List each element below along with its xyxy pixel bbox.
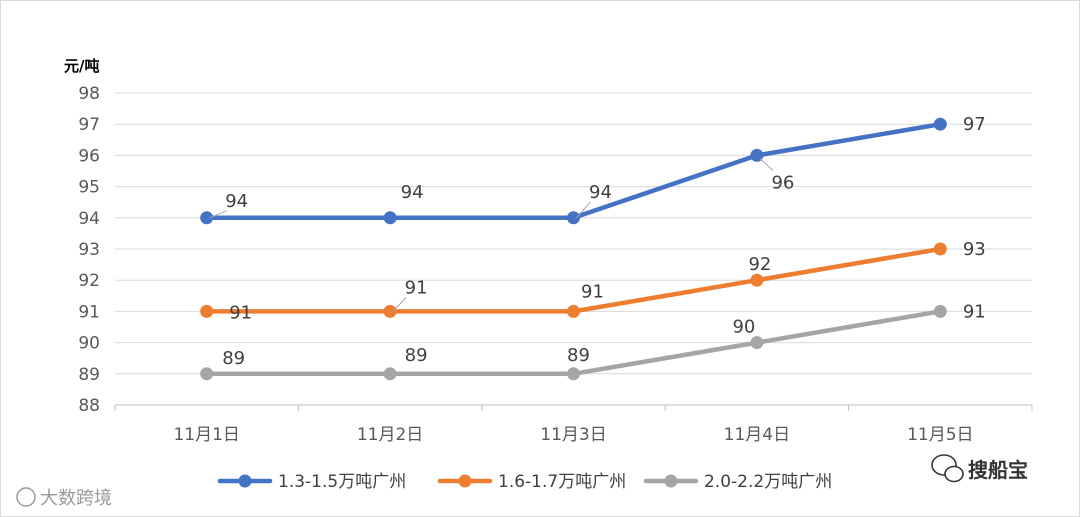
data-point: [200, 211, 214, 225]
axes: 88 89 90 91 92 93 94 95 96 97 98 元/吨 11月1日 11月2日 11月3日…: [64, 57, 1033, 445]
y-tick-label: 93: [78, 240, 100, 260]
data-label: 89: [567, 345, 590, 366]
x-tick-label: 11月4日: [724, 425, 790, 445]
y-tick-label: 90: [78, 334, 100, 354]
data-labels: 94 94 94 96 97 91 91 91 92 93 89 89 89 90 91: [209, 114, 986, 369]
data-label: 97: [963, 114, 986, 135]
legend-label: 1.3-1.5万吨广州: [278, 472, 406, 492]
x-tick-label: 11月1日: [173, 425, 239, 445]
y-tick-label: 95: [78, 178, 100, 198]
x-tick-label: 11月3日: [540, 425, 606, 445]
data-label: 89: [222, 348, 245, 369]
legend-marker: [664, 474, 678, 488]
data-label: 90: [732, 317, 755, 338]
data-point: [933, 304, 947, 318]
data-label: 89: [405, 345, 428, 366]
data-label: 91: [229, 302, 252, 323]
y-tick-label: 98: [78, 84, 100, 104]
leader-line: [209, 210, 227, 219]
data-point: [200, 367, 214, 381]
data-label: 93: [963, 239, 986, 260]
data-label: 91: [405, 277, 428, 298]
data-point: [933, 242, 947, 256]
y-tick-label: 89: [78, 365, 100, 385]
data-label: 91: [963, 301, 986, 322]
data-point: [567, 211, 580, 225]
series-lines: [200, 117, 947, 381]
series-line: [204, 121, 943, 221]
data-point: [750, 273, 764, 287]
weibo-logo-icon: [16, 487, 36, 507]
y-axis-label: 元/吨: [64, 57, 99, 75]
data-label: 94: [589, 182, 612, 203]
y-tick-label: 91: [78, 302, 100, 322]
legend-label: 1.6-1.7万吨广州: [498, 472, 626, 492]
y-tick-label: 96: [78, 146, 100, 166]
x-tick-label: 11月5日: [907, 425, 973, 445]
data-point: [933, 117, 947, 131]
data-point: [383, 211, 397, 225]
data-label: 94: [401, 182, 424, 203]
watermarks: 大数跨境 搜船宝: [16, 454, 1028, 509]
x-tick-label: 11月2日: [357, 425, 423, 445]
data-label: 96: [771, 172, 794, 193]
legend-marker: [458, 474, 472, 488]
gridlines: [115, 92, 1032, 375]
y-tick-label: 94: [78, 209, 100, 229]
data-point: [567, 304, 580, 318]
y-tick-label: 92: [78, 271, 100, 291]
legend-marker: [238, 474, 252, 488]
leader-line: [576, 201, 591, 219]
data-point: [383, 304, 397, 318]
watermark-right-text: 搜船宝: [968, 458, 1028, 482]
y-tick-label: 88: [78, 396, 100, 416]
data-point: [750, 336, 764, 350]
data-point: [567, 367, 580, 381]
leader-line: [759, 158, 774, 171]
watermark-left: 大数跨境: [16, 487, 112, 509]
data-label: 94: [225, 191, 248, 212]
data-point: [200, 304, 214, 318]
legend-label: 2.0-2.2万吨广州: [704, 472, 832, 492]
wechat-logo-bubble: [944, 465, 964, 483]
data-point: [383, 367, 397, 381]
data-label: 91: [581, 281, 604, 302]
data-label: 92: [748, 254, 771, 275]
leader-line: [392, 297, 407, 312]
watermark-left-text: 大数跨境: [40, 488, 112, 509]
legend: 1.3-1.5万吨广州 1.6-1.7万吨广州 2.0-2.2万吨广州: [217, 472, 832, 492]
y-tick-label: 97: [78, 115, 100, 135]
watermark-right: 搜船宝: [931, 454, 1028, 483]
wechat-logo-icon: [931, 454, 957, 476]
